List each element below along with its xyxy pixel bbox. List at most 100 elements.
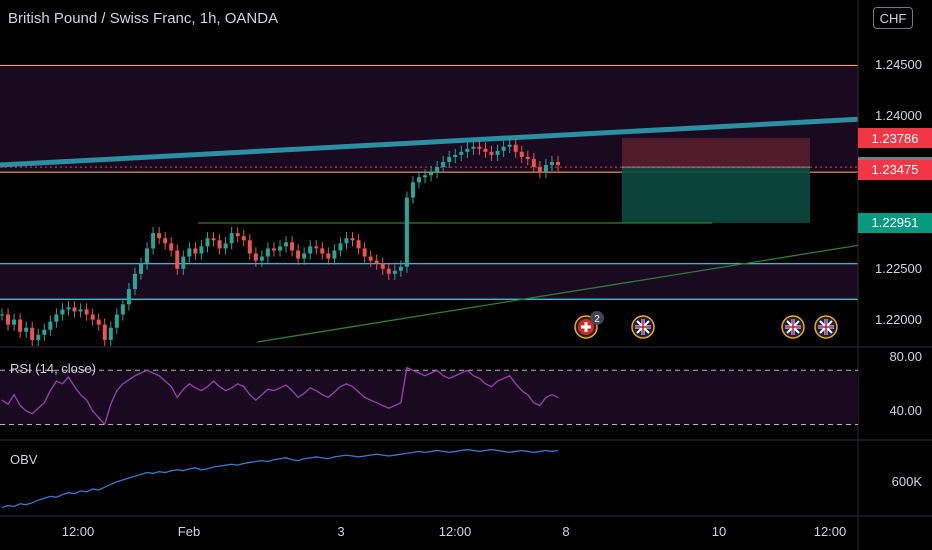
time-tick-label: Feb — [177, 524, 201, 539]
candle — [253, 253, 258, 261]
candle — [284, 242, 289, 247]
candle — [265, 248, 270, 257]
candle — [447, 156, 452, 162]
rsi-pane-label[interactable]: RSI (14, close) — [10, 361, 96, 376]
candle — [102, 324, 107, 340]
price-tick-label: 1.24000 — [875, 108, 922, 124]
candle — [205, 238, 210, 247]
candle — [278, 246, 282, 251]
candle — [519, 151, 524, 157]
candle — [344, 238, 349, 244]
candle — [350, 238, 355, 241]
rsi-line — [1, 366, 559, 426]
candle — [423, 175, 428, 178]
candle — [6, 314, 11, 325]
price-tick-label: 1.22500 — [875, 260, 922, 276]
candle — [187, 248, 192, 257]
take-profit-zone — [622, 167, 810, 223]
candle — [235, 233, 240, 237]
candle — [501, 146, 506, 151]
symbol-title[interactable]: British Pound / Swiss Franc, 1h, OANDA — [8, 10, 279, 27]
time-tick-label: 8 — [562, 524, 570, 539]
obv-line — [1, 448, 559, 509]
resistance-trendline — [0, 116, 859, 168]
candle — [368, 256, 373, 261]
support-trendline — [257, 244, 859, 343]
rsi-band — [0, 370, 858, 425]
candle — [193, 248, 198, 254]
candle — [132, 273, 137, 290]
candle — [247, 240, 252, 254]
candle — [120, 304, 125, 315]
candle — [326, 253, 331, 259]
candle — [332, 250, 337, 259]
candle — [199, 246, 204, 254]
candle — [404, 197, 409, 267]
obv-tick-label: 600K — [891, 474, 922, 489]
candle — [211, 238, 216, 241]
candle — [308, 246, 313, 254]
candle — [556, 162, 560, 166]
time-tick-label: 12:00 — [813, 524, 847, 539]
candle — [465, 148, 470, 152]
candle — [84, 309, 89, 315]
candle — [453, 154, 458, 157]
candle — [181, 256, 186, 269]
candle — [549, 162, 554, 166]
candle — [60, 309, 65, 315]
time-tick-label: 12:00 — [61, 524, 95, 539]
price-tick-label: 1.22000 — [875, 311, 922, 327]
candle — [513, 144, 518, 152]
candle — [302, 253, 307, 259]
candle — [290, 242, 295, 251]
candle — [537, 167, 542, 173]
candle — [241, 236, 246, 241]
time-tick-label: 10 — [711, 524, 727, 539]
price-tag: 1.23475 — [858, 159, 932, 180]
candle — [24, 327, 29, 332]
candle — [36, 334, 41, 340]
candle — [157, 233, 162, 239]
candle — [78, 309, 83, 312]
candle — [145, 248, 150, 264]
candle — [314, 246, 319, 249]
candle — [507, 144, 512, 147]
currency-button[interactable]: CHF — [873, 7, 913, 29]
candle — [477, 146, 482, 149]
candle — [139, 263, 143, 274]
candle — [223, 243, 228, 249]
candle — [543, 165, 548, 173]
candle — [483, 148, 488, 152]
time-tick-label: 3 — [337, 524, 345, 539]
stop-loss-zone — [622, 138, 810, 168]
candle — [338, 243, 343, 251]
candle — [54, 314, 59, 322]
candle — [525, 156, 530, 159]
candle — [356, 240, 361, 249]
swiss-cross-v — [584, 322, 588, 332]
candle — [429, 172, 434, 176]
candle — [114, 314, 119, 328]
candle — [163, 238, 168, 244]
candle — [42, 329, 47, 335]
candle — [320, 248, 325, 254]
rsi-tick-label: 40.00 — [889, 402, 922, 418]
candle — [471, 146, 476, 149]
candle — [435, 167, 440, 173]
candle — [72, 307, 77, 312]
rsi-tick-label: 80.00 — [889, 348, 922, 364]
candle — [229, 233, 234, 244]
event-count-badge — [590, 311, 604, 325]
candle — [417, 177, 421, 183]
obv-pane-label[interactable]: OBV — [10, 452, 38, 467]
candle — [362, 248, 367, 257]
candle — [386, 268, 391, 274]
candle — [495, 150, 500, 155]
candle — [90, 314, 95, 320]
event-count-text: 2 — [594, 314, 600, 325]
candle — [126, 289, 131, 305]
time-tick-label: 12:00 — [438, 524, 472, 539]
candle — [374, 260, 379, 264]
